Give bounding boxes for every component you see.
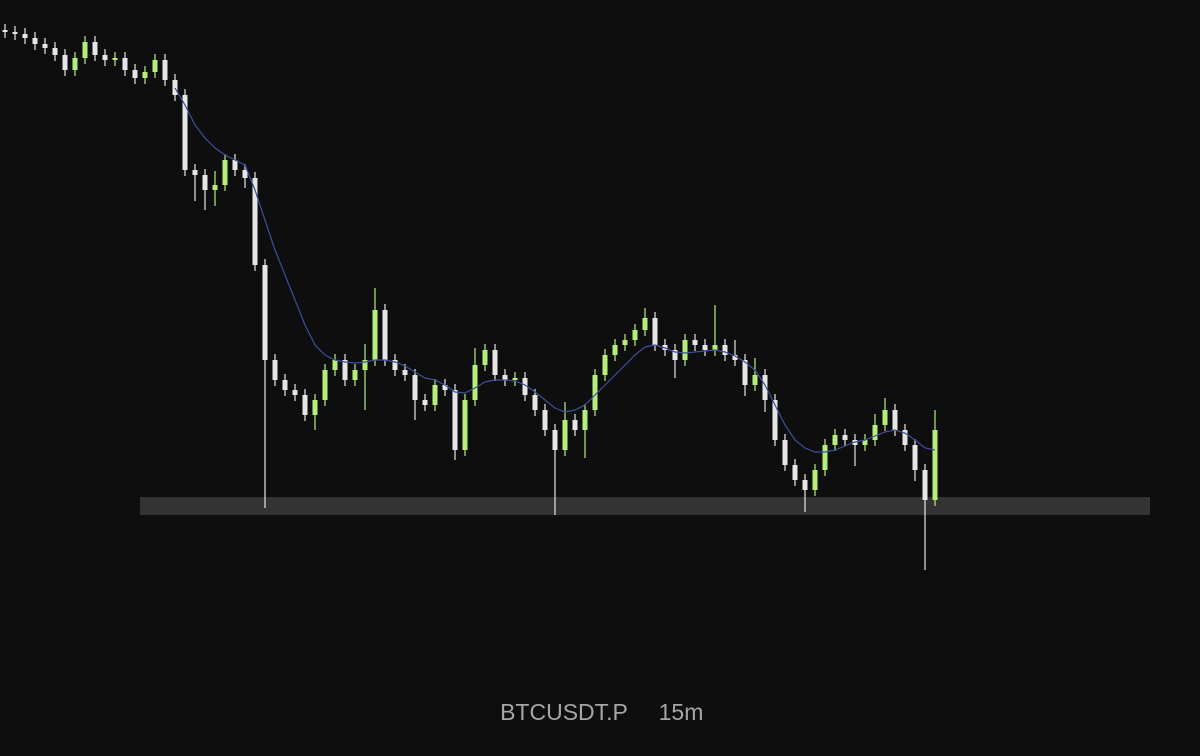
symbol-label: BTCUSDT.P	[500, 699, 628, 725]
candle-body	[222, 160, 228, 185]
candle-body	[602, 355, 608, 375]
candle-body	[172, 80, 178, 95]
candle-body	[282, 380, 288, 390]
candle-body	[422, 400, 428, 405]
candle-body	[892, 410, 898, 430]
candle-body	[52, 48, 58, 55]
candle-body	[432, 385, 438, 405]
candle-body	[922, 470, 928, 500]
candle-body	[192, 170, 198, 175]
moving-average	[174, 87, 936, 453]
candle-body	[492, 350, 498, 375]
candle-body	[682, 340, 688, 360]
candle-body	[792, 465, 798, 480]
candle-body	[462, 400, 468, 450]
candle-body	[392, 360, 398, 370]
candle-body	[932, 430, 938, 500]
candle-body	[812, 470, 818, 490]
candle-body	[762, 375, 768, 400]
candle-body	[262, 265, 268, 360]
candle-body	[882, 410, 888, 425]
candle-body	[412, 375, 418, 400]
candle-body	[442, 385, 448, 390]
candle-body	[2, 30, 8, 32]
candle-body	[752, 375, 758, 385]
candle-body	[622, 340, 628, 345]
candle-body	[142, 72, 148, 78]
candle-body	[112, 58, 118, 60]
candle-body	[102, 55, 108, 60]
candle-body	[802, 480, 808, 490]
candle-body	[872, 425, 878, 440]
candle-body	[782, 440, 788, 465]
candle-body	[502, 375, 508, 380]
candle-body	[672, 350, 678, 360]
candle-body	[472, 365, 478, 400]
candle-body	[652, 318, 658, 345]
candle-body	[242, 170, 248, 178]
candle-body	[722, 345, 728, 355]
candle-body	[632, 330, 638, 340]
candle-body	[732, 355, 738, 360]
interval-label: 15m	[659, 699, 704, 725]
candle-body	[402, 370, 408, 375]
candle-body	[352, 370, 358, 380]
candle-body	[842, 435, 848, 440]
candle-body	[482, 350, 488, 365]
candle-body	[562, 420, 568, 450]
support-zone	[140, 497, 1150, 515]
candle-body	[252, 178, 258, 265]
candle-body	[582, 410, 588, 430]
candle-body	[592, 375, 598, 410]
candle-body	[292, 390, 298, 395]
candle-body	[342, 360, 348, 380]
candle-body	[202, 175, 208, 190]
candle-body	[712, 345, 718, 350]
candle-body	[312, 400, 318, 415]
candle-body	[122, 58, 128, 70]
candle-body	[92, 42, 98, 55]
candle-body	[12, 32, 18, 34]
candle-body	[182, 95, 188, 170]
candle-body	[552, 430, 558, 450]
candle-body	[912, 445, 918, 470]
candle-body	[382, 310, 388, 360]
candle-body	[832, 435, 838, 445]
candle-body	[452, 390, 458, 450]
candle-body	[322, 370, 328, 400]
candle-body	[772, 400, 778, 440]
candle-body	[32, 38, 38, 44]
candle-body	[642, 318, 648, 330]
candle-body	[822, 445, 828, 470]
candle-body	[542, 410, 548, 430]
candle-body	[42, 44, 48, 48]
candle-body	[372, 310, 378, 360]
candle-body	[72, 58, 78, 70]
candle-body	[572, 420, 578, 430]
candle-body	[302, 395, 308, 415]
candle-body	[62, 55, 68, 70]
candle-body	[362, 360, 368, 370]
candle-body	[902, 430, 908, 445]
candle-body	[522, 378, 528, 395]
candle-body	[512, 378, 518, 380]
candle-body	[272, 360, 278, 380]
candle-body	[692, 340, 698, 345]
candle-body	[132, 70, 138, 78]
candle-body	[82, 42, 88, 58]
candle-body	[152, 60, 158, 72]
candle-body	[162, 60, 168, 80]
candle-body	[22, 34, 28, 38]
candle-body	[212, 185, 218, 190]
candle-body	[702, 345, 708, 350]
candle-body	[612, 345, 618, 355]
candle-body	[332, 360, 338, 370]
candle-body	[862, 440, 868, 445]
candle-body	[742, 360, 748, 385]
candle-body	[232, 160, 238, 170]
candle-body	[532, 395, 538, 410]
